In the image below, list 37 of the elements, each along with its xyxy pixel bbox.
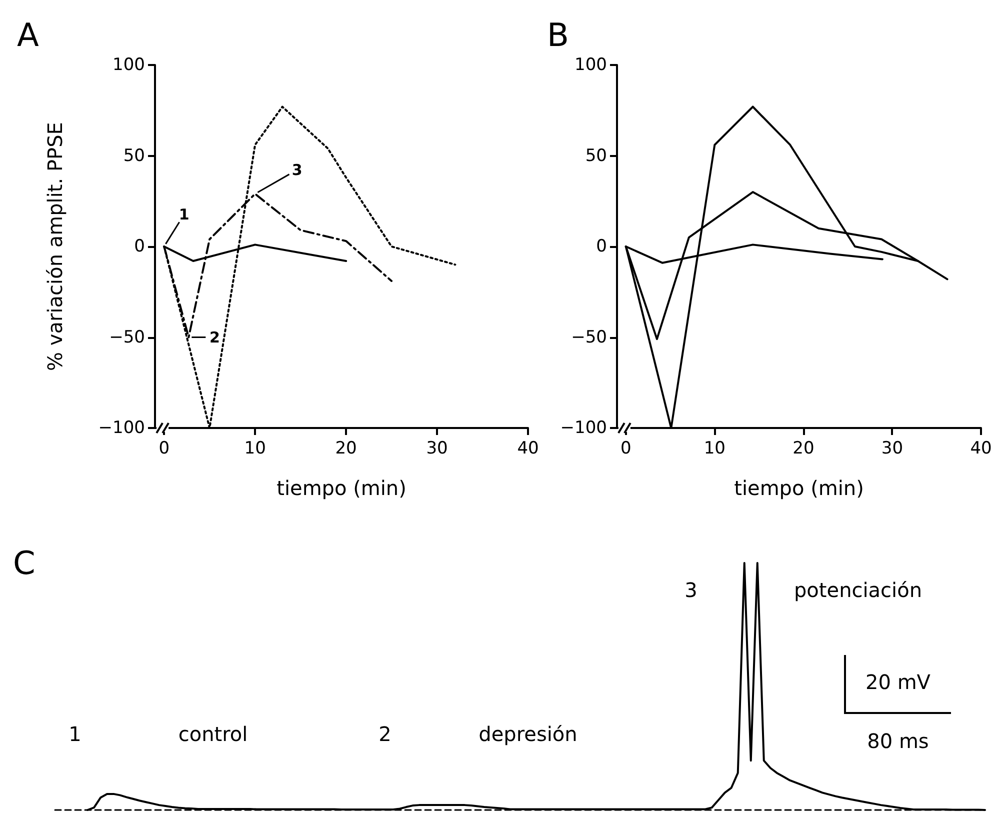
x-tick-label: 20: [335, 438, 357, 458]
chart-title: C: [13, 544, 36, 582]
annotation: 2: [378, 722, 392, 746]
annotation: 80 ms: [867, 729, 929, 753]
annotation: 2: [209, 328, 220, 346]
y-tick-label: 0: [596, 236, 607, 256]
annotation: 3: [292, 160, 302, 179]
y-tick-label: −50: [571, 327, 607, 348]
x-axis-title: tiempo (min): [276, 476, 406, 500]
x-tick-label: 20: [792, 438, 814, 458]
y-tick-label: −100: [560, 418, 607, 438]
x-tick-label: 30: [426, 438, 448, 458]
x-tick-label: 40: [970, 438, 992, 458]
x-tick-label: 0: [620, 438, 632, 458]
annotation: 3: [684, 578, 698, 602]
x-tick-label: 30: [881, 438, 904, 458]
y-tick-label: −100: [98, 418, 145, 438]
annotation: potenciación: [794, 578, 922, 602]
y-tick-label: 0: [134, 236, 145, 256]
annotation: control: [178, 722, 248, 746]
x-tick-label: 40: [517, 438, 539, 458]
y-tick-label: 50: [123, 146, 145, 166]
x-tick-label: 0: [158, 438, 170, 458]
y-tick-label: 50: [585, 146, 607, 166]
y-tick-label: −50: [109, 327, 145, 348]
chart-title: A: [17, 16, 39, 54]
y-tick-label: 100: [112, 55, 145, 75]
chart-title: B: [547, 16, 569, 54]
y-tick-label: 100: [574, 55, 607, 75]
y-axis-title: % variación amplit. PPSE: [43, 122, 67, 371]
annotation: depresión: [478, 722, 578, 746]
annotation: 20 mV: [866, 670, 931, 694]
annotation: 1: [178, 206, 190, 224]
x-tick-label: 10: [704, 438, 726, 458]
x-tick-label: 10: [244, 438, 266, 458]
x-axis-title: tiempo (min): [734, 476, 864, 500]
annotation: 1: [68, 722, 82, 746]
